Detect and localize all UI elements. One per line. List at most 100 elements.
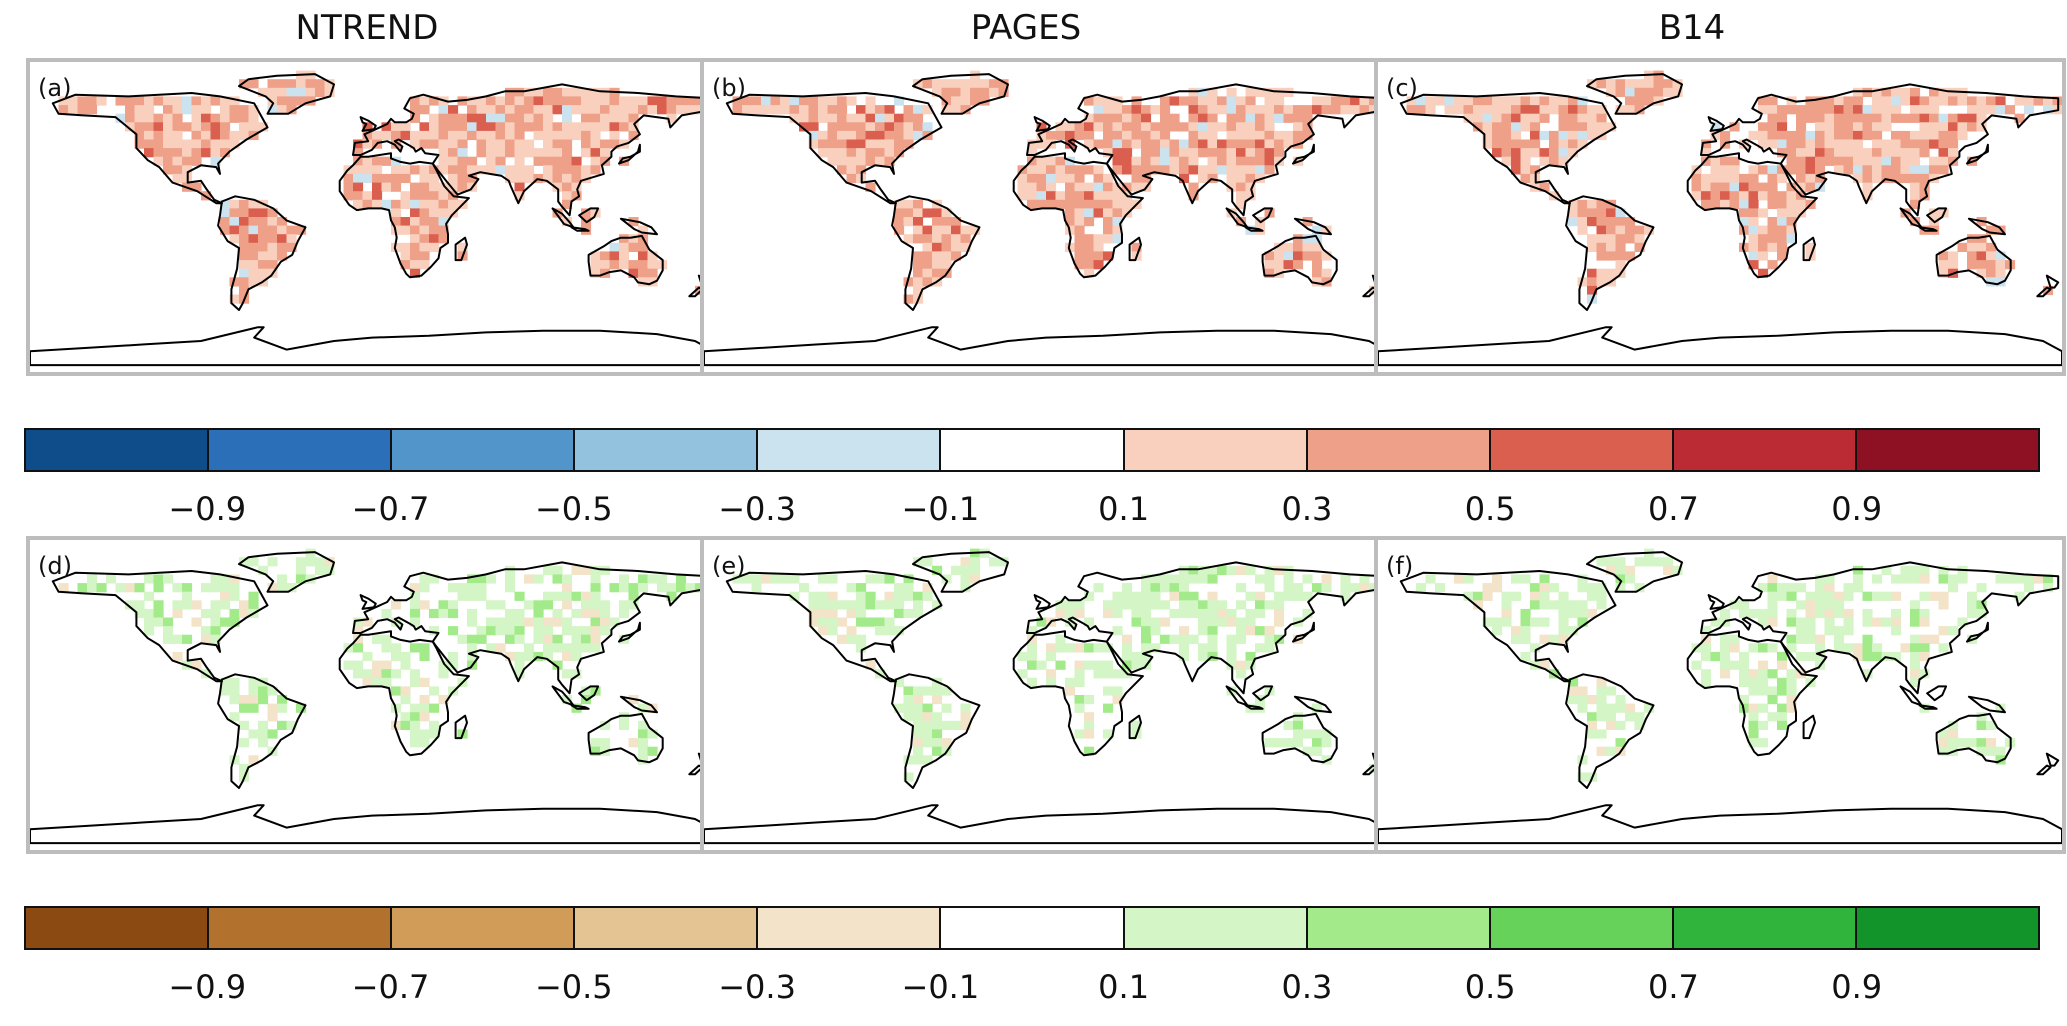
grid-cell (1264, 738, 1275, 748)
grid-cell (1055, 600, 1066, 610)
grid-cell (1160, 122, 1171, 132)
grid-cell (1501, 96, 1512, 106)
grid-cell (1748, 669, 1759, 679)
grid-cell (638, 755, 649, 765)
coastline (359, 594, 377, 610)
grid-cell (1255, 139, 1266, 149)
grid-cell (1568, 608, 1579, 619)
grid-cell (1910, 669, 1921, 679)
grid-cell (1824, 122, 1835, 132)
grid-cell (1786, 139, 1797, 149)
grid-cell (1758, 191, 1769, 201)
grid-cell (989, 557, 1000, 567)
grid-cell (1986, 105, 1997, 115)
grid-cell (533, 608, 544, 619)
grid-cell (495, 96, 506, 106)
grid-cell (1853, 583, 1864, 593)
grid-cell (267, 703, 278, 713)
grid-cell (1843, 148, 1854, 158)
grid-cell (1843, 96, 1854, 106)
grid-cell (1359, 583, 1370, 593)
grid-cell (220, 96, 231, 106)
grid-cell (1739, 191, 1750, 201)
coastline (725, 570, 943, 683)
grid-cell (1625, 234, 1636, 244)
coastline (1802, 714, 1816, 740)
grid-cell (1710, 165, 1721, 175)
grid-cell (1036, 617, 1047, 627)
grid-cell (1131, 720, 1142, 730)
grid-cell (1596, 600, 1607, 610)
grid-cell (1065, 122, 1076, 132)
grid-cell (1103, 703, 1114, 713)
grid-cell (1777, 191, 1788, 201)
grid-cell (524, 165, 535, 175)
grid-cell (419, 105, 430, 115)
grid-cell (1065, 600, 1076, 610)
grid-cell (865, 148, 876, 158)
coastline (352, 83, 712, 217)
grid-cell (543, 139, 554, 149)
grid-cell (1492, 105, 1503, 115)
grid-cell (1568, 199, 1579, 209)
grid-cell (1758, 677, 1769, 687)
grid-cell (1245, 626, 1256, 636)
grid-cell (1264, 626, 1275, 636)
grid-cell (2033, 574, 2044, 584)
grid-cell (1653, 557, 1664, 567)
grid-cell (1824, 148, 1835, 158)
grid-cell (1729, 634, 1740, 644)
grid-cell (1160, 617, 1171, 627)
grid-cell (1226, 643, 1237, 653)
grid-cell (1141, 574, 1152, 584)
grid-cell (1758, 686, 1769, 696)
colorbar-difference (24, 906, 2040, 950)
grid-cell (1558, 139, 1569, 149)
grid-cell (1112, 148, 1123, 158)
coastline (1707, 116, 1725, 132)
grid-cell (1236, 669, 1247, 679)
grid-cell (400, 122, 411, 132)
grid-cell (391, 173, 402, 184)
grid-cell (1625, 703, 1636, 713)
grid-cell (552, 574, 563, 584)
grid-cell (808, 617, 819, 627)
panel-label-d: (d) (38, 552, 72, 580)
grid-cell (1340, 583, 1351, 593)
grid-cell (1919, 617, 1930, 627)
grid-cell (1606, 251, 1617, 261)
grid-cell (818, 113, 829, 123)
grid-cell (1805, 130, 1816, 141)
grid-cell (172, 173, 183, 184)
grid-cell (1501, 113, 1512, 123)
grid-cell (761, 96, 772, 106)
grid-cell (837, 122, 848, 132)
grid-cell (1967, 105, 1978, 115)
grid-cell (514, 608, 525, 619)
grid-cell (581, 148, 592, 158)
grid-cell (1482, 617, 1493, 627)
grid-cell (448, 626, 459, 636)
grid-cell (571, 591, 582, 601)
grid-cell (1084, 660, 1095, 670)
grid-cell (1587, 720, 1598, 730)
grid-cell (638, 277, 649, 287)
grid-cell (448, 139, 459, 149)
grid-cell (1872, 651, 1883, 662)
grid-cell (2005, 105, 2016, 115)
grid-cell (1359, 574, 1370, 584)
grid-cell (1245, 113, 1256, 123)
grid-cell (438, 156, 449, 166)
grid-cell (1131, 165, 1142, 175)
grid-cell (846, 113, 857, 123)
grid-cell (400, 251, 411, 261)
grid-cell (1112, 234, 1123, 244)
grid-cell (1217, 600, 1228, 610)
grid-cell (400, 165, 411, 175)
grid-cell (1919, 591, 1930, 601)
grid-cell (229, 591, 240, 601)
grid-cell (827, 608, 838, 619)
grid-cell (1986, 720, 1997, 730)
grid-cell (410, 105, 421, 115)
grid-cell (153, 96, 164, 106)
